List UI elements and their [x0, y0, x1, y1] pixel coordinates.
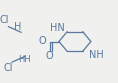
Text: HN: HN — [50, 23, 65, 33]
Text: HH: HH — [18, 55, 30, 64]
Text: NH: NH — [88, 50, 103, 60]
Text: O: O — [46, 51, 53, 61]
Text: Cl: Cl — [4, 63, 13, 73]
Text: O: O — [39, 37, 46, 46]
Text: H: H — [14, 22, 21, 32]
Text: Cl: Cl — [0, 15, 10, 25]
